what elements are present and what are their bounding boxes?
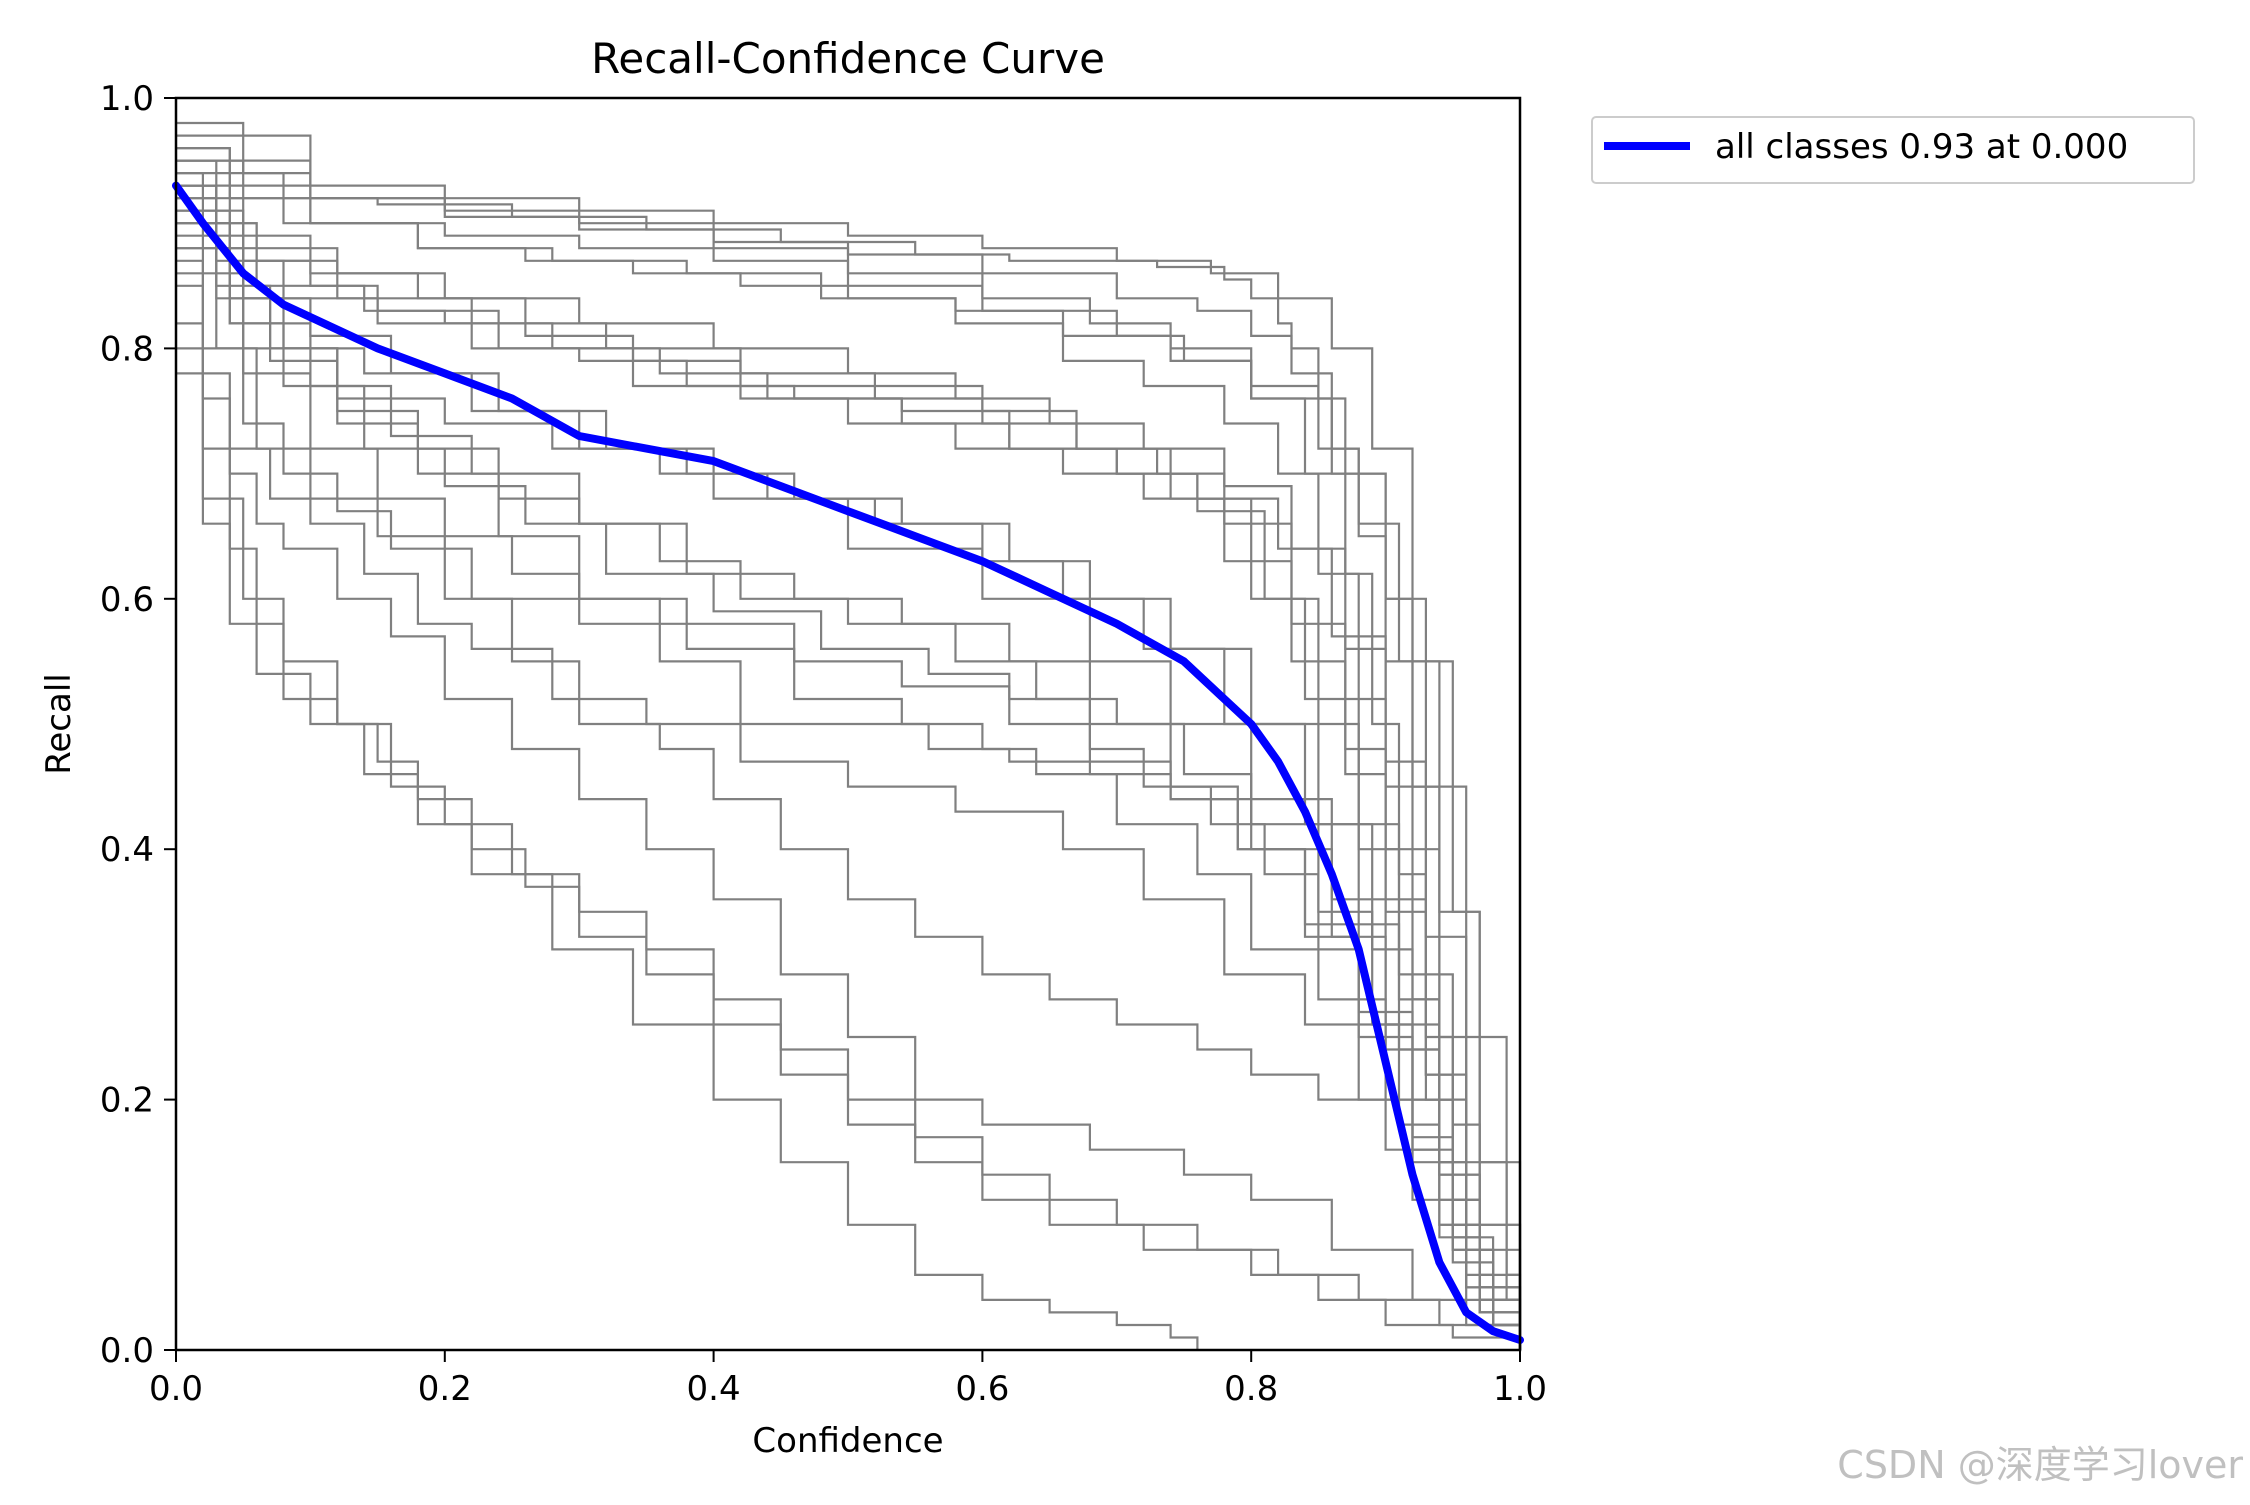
class-curve-24 <box>176 234 1522 1350</box>
y-tick-label: 0.8 <box>100 329 154 369</box>
x-tick-label: 0.6 <box>955 1369 1009 1409</box>
plot-area-frame <box>174 96 1522 1352</box>
y-axis-ticks: 0.0 0.2 0.4 0.6 0.8 1.0 <box>100 79 176 1371</box>
class-curve-20 <box>176 347 1522 1350</box>
class-curve-15 <box>176 284 1522 1350</box>
watermark: CSDN @深度学习lover <box>1837 1443 2243 1487</box>
x-tick-label: 0.8 <box>1224 1369 1278 1409</box>
chart-title: Recall-Confidence Curve <box>591 34 1105 83</box>
x-axis-ticks: 0.0 0.2 0.4 0.6 0.8 1.0 <box>149 1350 1547 1409</box>
y-tick-label: 0.0 <box>100 1331 154 1371</box>
legend-entry-label: all classes 0.93 at 0.000 <box>1715 127 2128 167</box>
x-tick-label: 0.2 <box>418 1369 472 1409</box>
y-tick-label: 0.4 <box>100 830 154 870</box>
x-tick-label: 1.0 <box>1493 1369 1547 1409</box>
class-curve-23 <box>176 209 1522 1350</box>
x-axis-label: Confidence <box>752 1421 943 1461</box>
class-curve-14 <box>176 247 1522 1350</box>
y-axis-label: Recall <box>39 673 79 774</box>
class-curve-2 <box>176 134 1522 1350</box>
class-curve-25 <box>176 172 1522 1350</box>
class-curve-28 <box>176 159 1522 1350</box>
x-tick-label: 0.4 <box>687 1369 741 1409</box>
all-classes-curve <box>172 181 1524 1344</box>
class-curve-19 <box>176 372 1199 1350</box>
y-tick-label: 0.2 <box>100 1081 154 1121</box>
class-curve-16 <box>176 222 1522 1350</box>
y-tick-label: 1.0 <box>100 79 154 119</box>
class-series-layer <box>176 121 1522 1350</box>
legend: all classes 0.93 at 0.000 <box>1591 116 2195 184</box>
x-tick-label: 0.0 <box>149 1369 203 1409</box>
y-tick-label: 0.6 <box>100 580 154 620</box>
class-curve-17 <box>176 259 1522 1350</box>
class-curve-27 <box>176 184 1522 1350</box>
legend-frame <box>1591 116 2195 184</box>
main-series-layer <box>172 181 1524 1344</box>
